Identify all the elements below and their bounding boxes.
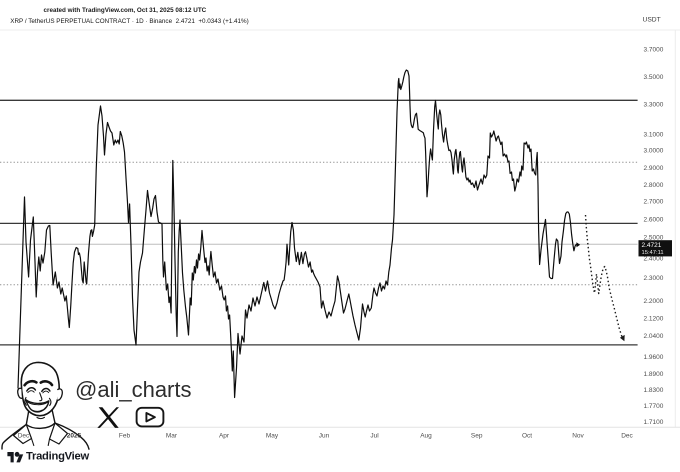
- svg-text:1.7100: 1.7100: [644, 419, 664, 426]
- svg-text:Mar: Mar: [166, 433, 178, 440]
- svg-text:1.7700: 1.7700: [644, 403, 664, 410]
- svg-text:3.7000: 3.7000: [644, 47, 664, 54]
- svg-text:Jul: Jul: [370, 433, 379, 440]
- svg-text:Dec: Dec: [18, 433, 30, 440]
- svg-text:2.7000: 2.7000: [644, 199, 664, 206]
- svg-text:2.3000: 2.3000: [644, 275, 664, 282]
- svg-text:2.0400: 2.0400: [644, 333, 664, 340]
- svg-text:@ali_charts: @ali_charts: [75, 377, 192, 402]
- svg-text:XRP / TetherUS PERPETUAL CONTR: XRP / TetherUS PERPETUAL CONTRACT · 1D ·…: [10, 18, 248, 25]
- svg-text:Oct: Oct: [522, 433, 532, 440]
- svg-text:2025: 2025: [67, 433, 82, 440]
- svg-text:1.8300: 1.8300: [644, 387, 664, 394]
- svg-text:Sep: Sep: [471, 433, 483, 440]
- svg-text:3.0000: 3.0000: [644, 148, 664, 155]
- svg-text:2.4000: 2.4000: [644, 255, 664, 262]
- svg-text:2.5000: 2.5000: [644, 235, 664, 242]
- svg-text:TradingView: TradingView: [26, 451, 89, 463]
- svg-text:Nov: Nov: [572, 433, 584, 440]
- svg-text:Jun: Jun: [319, 433, 330, 440]
- svg-text:2.8000: 2.8000: [644, 182, 664, 189]
- svg-text:2.9000: 2.9000: [644, 165, 664, 172]
- svg-text:2.6000: 2.6000: [644, 216, 664, 223]
- svg-text:15:47:11: 15:47:11: [642, 250, 664, 256]
- svg-text:Apr: Apr: [219, 433, 230, 440]
- svg-text:USDT: USDT: [643, 17, 661, 24]
- svg-text:1.8900: 1.8900: [644, 371, 664, 378]
- svg-text:May: May: [266, 433, 279, 440]
- svg-text:Dec: Dec: [621, 433, 633, 440]
- svg-text:3.5000: 3.5000: [644, 74, 664, 81]
- svg-text:2.1200: 2.1200: [644, 315, 664, 322]
- svg-text:3.3000: 3.3000: [644, 102, 664, 109]
- svg-text:Aug: Aug: [420, 433, 432, 440]
- svg-text:3.1000: 3.1000: [644, 132, 664, 139]
- svg-text:Feb: Feb: [119, 433, 131, 440]
- svg-text:2.4721: 2.4721: [642, 242, 662, 249]
- svg-text:1.9600: 1.9600: [644, 354, 664, 361]
- svg-text:2.2000: 2.2000: [644, 298, 664, 305]
- svg-text:created with TradingView.com,: created with TradingView.com, Oct 31, 20…: [44, 7, 207, 14]
